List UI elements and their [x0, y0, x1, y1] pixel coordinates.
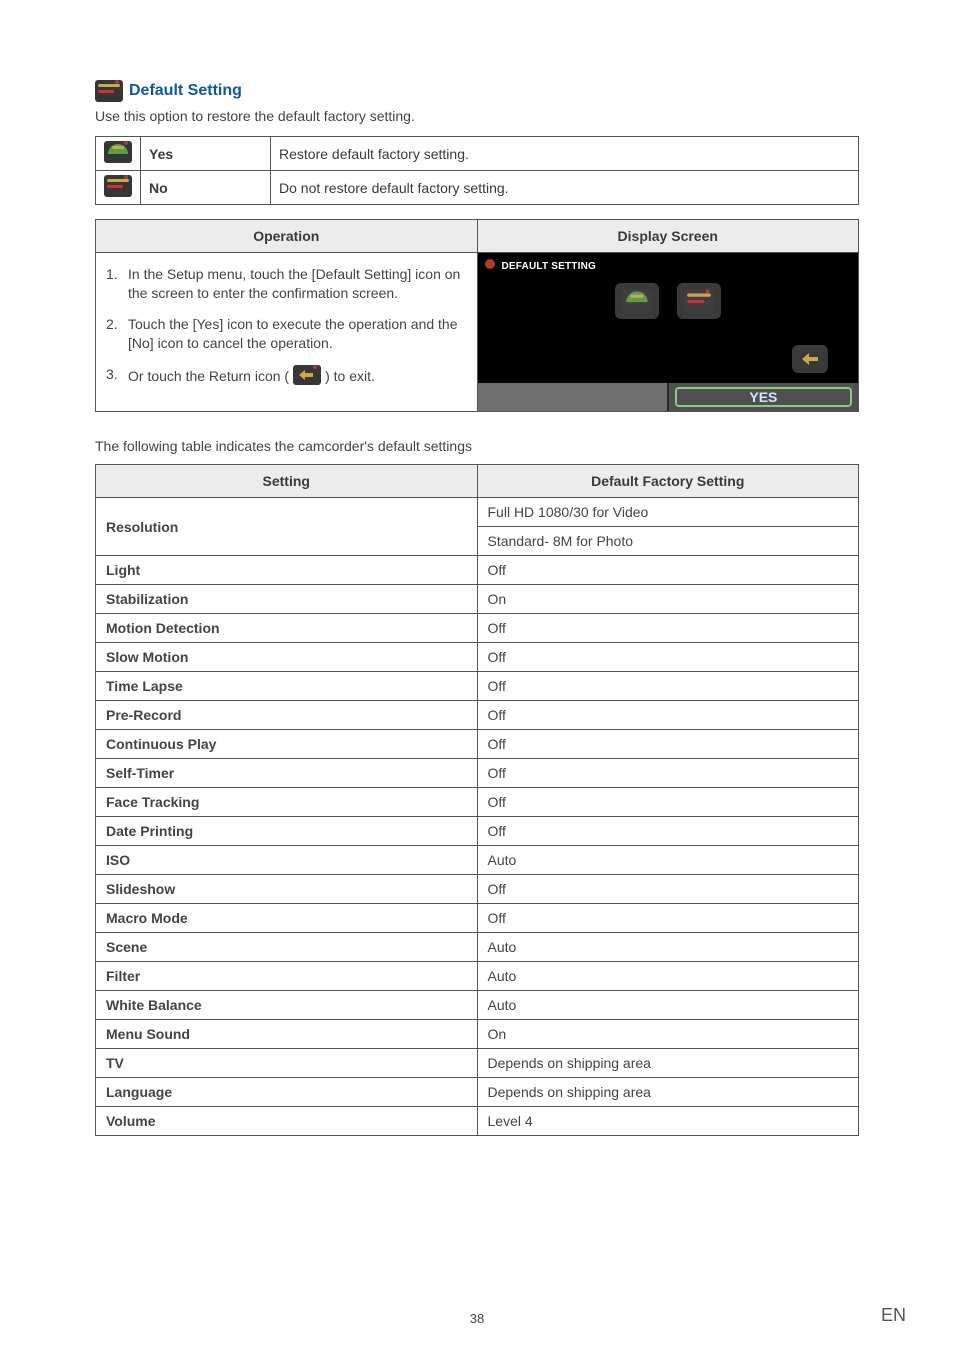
setting-name: Volume — [96, 1107, 478, 1136]
operation-display-table: Operation Display Screen In the Setup me… — [95, 219, 859, 412]
settings-row: Self-TimerOff — [96, 759, 859, 788]
setting-name: Scene — [96, 933, 478, 962]
settings-row: Continuous PlayOff — [96, 730, 859, 759]
setting-name: Pre-Record — [96, 701, 478, 730]
operation-step: In the Setup menu, touch the [Default Se… — [106, 261, 467, 311]
setting-value: Off — [477, 643, 859, 672]
option-name: Yes — [141, 137, 271, 171]
setting-name: Stabilization — [96, 585, 478, 614]
setting-value: Auto — [477, 846, 859, 875]
setting-value: Off — [477, 701, 859, 730]
settings-row: LightOff — [96, 556, 859, 585]
setting-value: On — [477, 1020, 859, 1049]
setting-name: Language — [96, 1078, 478, 1107]
section-intro: Use this option to restore the default f… — [95, 108, 859, 124]
display-title: DEFAULT SETTING — [502, 261, 596, 272]
page-number: 38 — [0, 1311, 954, 1326]
settings-row: SceneAuto — [96, 933, 859, 962]
settings-row: SlideshowOff — [96, 875, 859, 904]
settings-row: ISOAuto — [96, 846, 859, 875]
settings-row: LanguageDepends on shipping area — [96, 1078, 859, 1107]
setting-name: Self-Timer — [96, 759, 478, 788]
setting-name: Slideshow — [96, 875, 478, 904]
setting-value: Standard- 8M for Photo — [477, 527, 859, 556]
setting-name: Time Lapse — [96, 672, 478, 701]
setting-value: On — [477, 585, 859, 614]
settings-row: TVDepends on shipping area — [96, 1049, 859, 1078]
setting-value: Off — [477, 759, 859, 788]
setting-name: Motion Detection — [96, 614, 478, 643]
option-name: No — [141, 171, 271, 205]
setting-name: Filter — [96, 962, 478, 991]
header-dot-icon — [484, 257, 496, 275]
default-settings-table: Setting Default Factory Setting Resoluti… — [95, 464, 859, 1136]
settings-row: Time LapseOff — [96, 672, 859, 701]
setting-name: Date Printing — [96, 817, 478, 846]
operation-step: Touch the [Yes] icon to execute the oper… — [106, 311, 467, 361]
setting-name: ISO — [96, 846, 478, 875]
option-row: YesRestore default factory setting. — [96, 137, 859, 171]
display-screen-header: Display Screen — [477, 220, 859, 253]
settings-row: FilterAuto — [96, 962, 859, 991]
settings-row: StabilizationOn — [96, 585, 859, 614]
settings-row: Menu SoundOn — [96, 1020, 859, 1049]
setting-value: Off — [477, 556, 859, 585]
setting-value: Off — [477, 730, 859, 759]
yes-option-icon — [615, 283, 659, 319]
settings-row: Face TrackingOff — [96, 788, 859, 817]
settings-row: VolumeLevel 4 — [96, 1107, 859, 1136]
default-setting-header-icon — [95, 80, 123, 102]
setting-value: Depends on shipping area — [477, 1078, 859, 1107]
setting-value: Off — [477, 875, 859, 904]
operation-steps-list: In the Setup menu, touch the [Default Se… — [106, 261, 467, 397]
operation-header: Operation — [96, 220, 478, 253]
option-row: NoDo not restore default factory setting… — [96, 171, 859, 205]
footer-yes-button: YES — [667, 383, 858, 411]
setting-name: Continuous Play — [96, 730, 478, 759]
return-corner-icon — [792, 345, 828, 373]
settings-row: ResolutionFull HD 1080/30 for Video — [96, 498, 859, 527]
settings-row: Pre-RecordOff — [96, 701, 859, 730]
settings-col2-header: Default Factory Setting — [477, 465, 859, 498]
option-icon — [96, 137, 141, 171]
settings-row: Slow MotionOff — [96, 643, 859, 672]
setting-name: TV — [96, 1049, 478, 1078]
setting-name: Resolution — [96, 498, 478, 556]
operation-step: Or touch the Return icon () to exit. — [106, 361, 467, 398]
settings-row: Macro ModeOff — [96, 904, 859, 933]
return-icon — [289, 365, 325, 390]
settings-row: Motion DetectionOff — [96, 614, 859, 643]
setting-value: Auto — [477, 933, 859, 962]
settings-subhead: The following table indicates the camcor… — [95, 438, 859, 454]
settings-row: White BalanceAuto — [96, 991, 859, 1020]
setting-value: Level 4 — [477, 1107, 859, 1136]
setting-value: Off — [477, 672, 859, 701]
setting-name: Face Tracking — [96, 788, 478, 817]
section-title: Default Setting — [129, 82, 242, 100]
setting-value: Depends on shipping area — [477, 1049, 859, 1078]
setting-name: White Balance — [96, 991, 478, 1020]
setting-name: Menu Sound — [96, 1020, 478, 1049]
setting-value: Off — [477, 788, 859, 817]
option-desc: Restore default factory setting. — [271, 137, 859, 171]
settings-row: Date PrintingOff — [96, 817, 859, 846]
setting-value: Off — [477, 614, 859, 643]
option-desc: Do not restore default factory setting. — [271, 171, 859, 205]
options-table: YesRestore default factory setting.NoDo … — [95, 136, 859, 205]
setting-name: Light — [96, 556, 478, 585]
option-icon — [96, 171, 141, 205]
display-screen-mockup: DEFAULT SETTING — [478, 253, 859, 411]
settings-col1-header: Setting — [96, 465, 478, 498]
setting-value: Off — [477, 904, 859, 933]
setting-value: Auto — [477, 962, 859, 991]
no-option-icon — [677, 283, 721, 319]
setting-name: Macro Mode — [96, 904, 478, 933]
setting-name: Slow Motion — [96, 643, 478, 672]
setting-value: Full HD 1080/30 for Video — [477, 498, 859, 527]
setting-value: Off — [477, 817, 859, 846]
page-language: EN — [881, 1305, 906, 1326]
setting-value: Auto — [477, 991, 859, 1020]
footer-blank — [478, 383, 667, 411]
